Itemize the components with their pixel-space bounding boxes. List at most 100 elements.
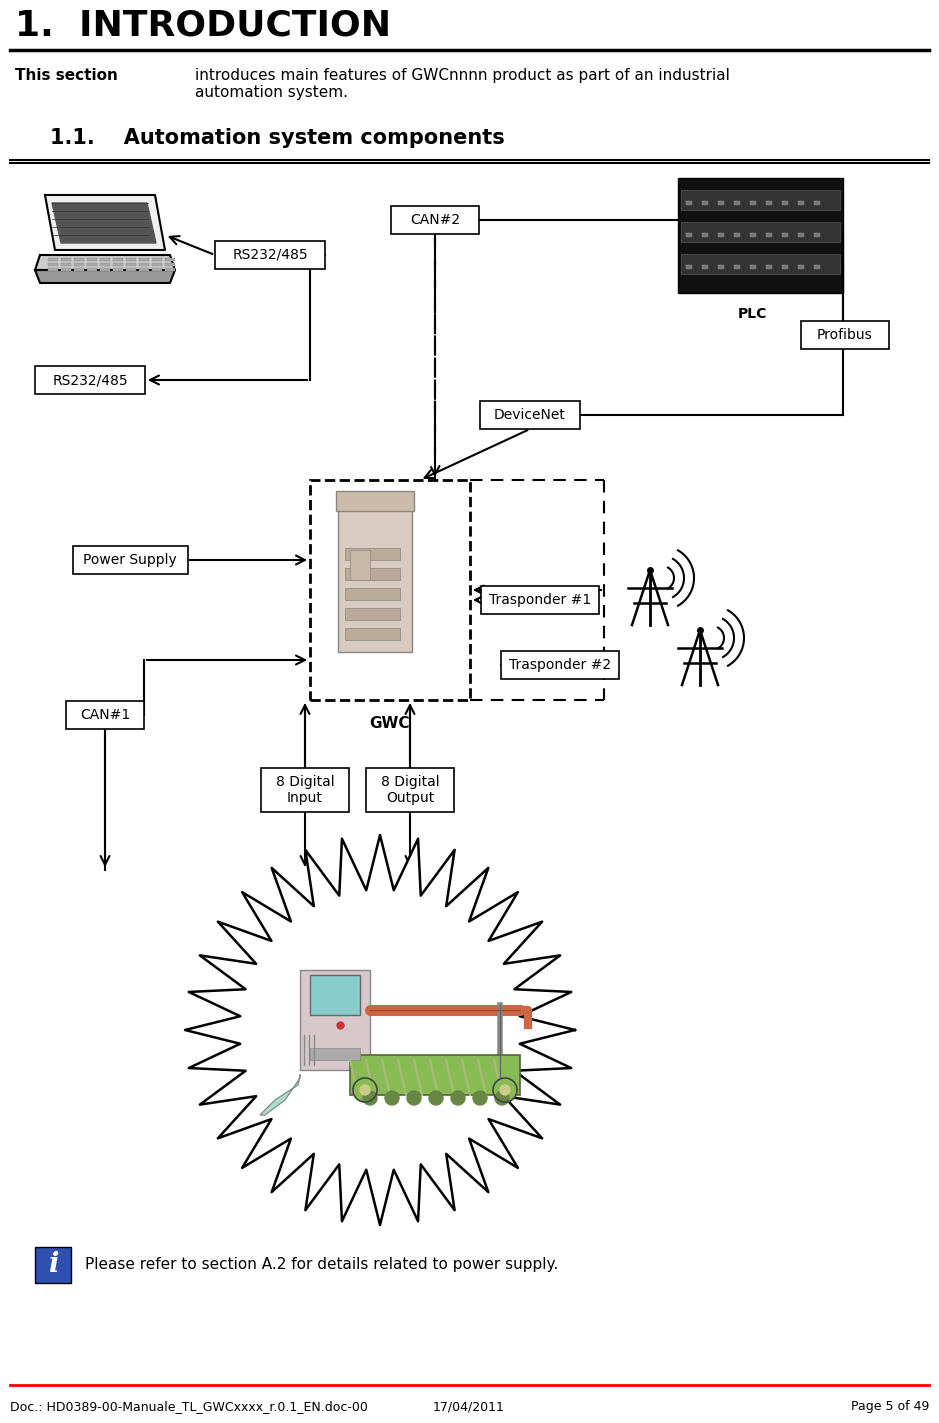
FancyBboxPatch shape	[215, 240, 325, 269]
Circle shape	[360, 1084, 370, 1096]
FancyBboxPatch shape	[501, 650, 619, 679]
Bar	[165, 258, 175, 260]
Bar	[113, 268, 123, 270]
Text: GWC: GWC	[370, 716, 410, 731]
Bar	[717, 265, 724, 269]
Bar	[797, 232, 804, 236]
Text: 1.1.    Automation system components: 1.1. Automation system components	[50, 128, 505, 148]
Text: PLC: PLC	[737, 306, 766, 320]
Bar	[701, 232, 707, 236]
Bar	[781, 201, 788, 205]
Bar	[152, 268, 162, 270]
FancyBboxPatch shape	[35, 366, 145, 394]
Bar	[350, 1054, 520, 1096]
Circle shape	[363, 1091, 377, 1106]
Bar	[813, 265, 820, 269]
Bar	[139, 268, 149, 270]
Bar	[100, 263, 110, 266]
Bar	[48, 263, 58, 266]
Text: 8 Digital
Input: 8 Digital Input	[276, 776, 334, 805]
Circle shape	[451, 1091, 465, 1106]
Bar	[681, 253, 839, 273]
Bar	[685, 201, 691, 205]
Text: Profibus: Profibus	[817, 327, 873, 342]
Circle shape	[353, 1079, 377, 1101]
Text: DeviceNet: DeviceNet	[494, 408, 566, 423]
Bar	[126, 258, 136, 260]
Text: Please refer to section A.2 for details related to power supply.: Please refer to section A.2 for details …	[85, 1258, 559, 1272]
Text: 8 Digital
Output: 8 Digital Output	[380, 776, 439, 805]
Bar	[165, 268, 175, 270]
Bar	[139, 263, 149, 266]
Bar	[813, 201, 820, 205]
Text: CAN#1: CAN#1	[80, 709, 131, 721]
FancyBboxPatch shape	[801, 322, 889, 349]
Bar	[678, 178, 842, 293]
Bar	[87, 258, 97, 260]
Bar	[749, 265, 756, 269]
Bar	[61, 258, 71, 260]
Bar	[48, 268, 58, 270]
Text: RS232/485: RS232/485	[232, 248, 308, 262]
Bar	[87, 268, 97, 270]
Text: Trasponder #2: Trasponder #2	[509, 657, 611, 672]
FancyBboxPatch shape	[261, 768, 349, 813]
Text: 1.  INTRODUCTION: 1. INTRODUCTION	[15, 9, 392, 43]
Circle shape	[385, 1091, 399, 1106]
Bar	[765, 232, 772, 236]
Bar	[350, 551, 370, 581]
Bar	[749, 232, 756, 236]
FancyBboxPatch shape	[366, 768, 454, 813]
Bar	[126, 268, 136, 270]
Polygon shape	[35, 255, 175, 270]
Bar	[100, 258, 110, 260]
Bar	[765, 265, 772, 269]
Circle shape	[500, 1084, 510, 1096]
Polygon shape	[35, 270, 175, 283]
Bar	[813, 232, 820, 236]
Polygon shape	[52, 203, 156, 243]
Circle shape	[495, 1091, 509, 1106]
FancyBboxPatch shape	[338, 508, 412, 652]
Text: Power Supply: Power Supply	[84, 554, 177, 566]
Bar	[310, 480, 470, 700]
Bar	[87, 263, 97, 266]
Text: Doc.: HD0389-00-Manuale_TL_GWCxxxx_r.0.1_EN.doc-00: Doc.: HD0389-00-Manuale_TL_GWCxxxx_r.0.1…	[10, 1400, 368, 1413]
Text: introduces main features of GWCnnnn product as part of an industrial
automation : introduces main features of GWCnnnn prod…	[195, 68, 730, 101]
Bar	[717, 232, 724, 236]
Bar	[345, 608, 400, 620]
FancyBboxPatch shape	[480, 401, 580, 428]
Polygon shape	[185, 835, 575, 1225]
Bar	[300, 970, 370, 1070]
Bar	[765, 201, 772, 205]
Bar	[345, 568, 400, 581]
FancyBboxPatch shape	[72, 546, 188, 573]
Bar	[126, 263, 136, 266]
Bar	[152, 258, 162, 260]
Bar	[74, 263, 84, 266]
Bar	[100, 268, 110, 270]
Bar	[701, 265, 707, 269]
Bar	[749, 201, 756, 205]
FancyBboxPatch shape	[391, 206, 479, 233]
Bar	[113, 258, 123, 260]
Bar	[781, 265, 788, 269]
Bar	[310, 975, 360, 1015]
Text: 17/04/2011: 17/04/2011	[433, 1400, 505, 1413]
Bar	[733, 232, 740, 236]
Text: This section: This section	[15, 68, 118, 83]
FancyBboxPatch shape	[336, 491, 414, 511]
Text: Page 5 of 49: Page 5 of 49	[851, 1400, 929, 1413]
Bar	[685, 232, 691, 236]
Bar	[797, 201, 804, 205]
Bar	[165, 263, 175, 266]
Bar	[733, 265, 740, 269]
Circle shape	[493, 1079, 517, 1101]
Text: Trasponder #1: Trasponder #1	[489, 593, 592, 608]
Bar	[681, 222, 839, 242]
Text: i: i	[48, 1251, 58, 1278]
Bar	[74, 258, 84, 260]
Circle shape	[473, 1091, 487, 1106]
Text: RS232/485: RS232/485	[53, 373, 128, 387]
Bar	[61, 268, 71, 270]
